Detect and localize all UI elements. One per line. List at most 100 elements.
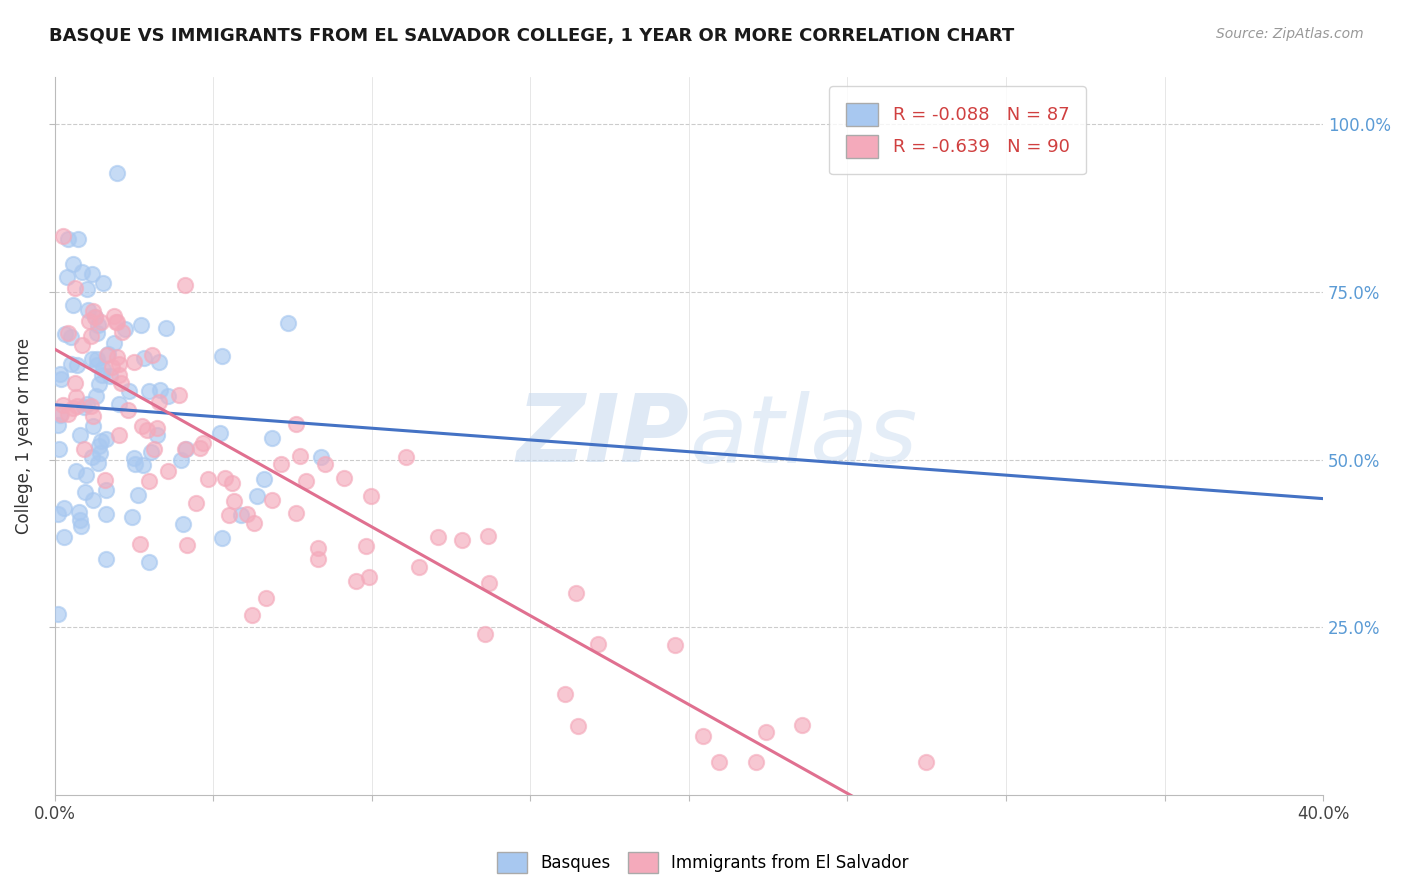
Text: Source: ZipAtlas.com: Source: ZipAtlas.com bbox=[1216, 27, 1364, 41]
Point bbox=[354, 540, 377, 554]
Point bbox=[260, 431, 283, 445]
Point bbox=[96, 552, 118, 566]
Point bbox=[141, 445, 163, 459]
Point bbox=[149, 384, 172, 398]
Point bbox=[243, 516, 266, 531]
Point bbox=[69, 518, 91, 533]
Point bbox=[48, 442, 70, 457]
Point bbox=[73, 400, 96, 414]
Text: atlas: atlas bbox=[689, 391, 917, 482]
Point bbox=[132, 458, 155, 472]
Text: BASQUE VS IMMIGRANTS FROM EL SALVADOR COLLEGE, 1 YEAR OR MORE CORRELATION CHART: BASQUE VS IMMIGRANTS FROM EL SALVADOR CO… bbox=[49, 27, 1015, 45]
Point bbox=[586, 637, 609, 651]
Point bbox=[172, 517, 194, 532]
Point bbox=[118, 384, 141, 399]
Point bbox=[110, 376, 132, 390]
Point bbox=[90, 315, 112, 329]
Point bbox=[451, 533, 474, 547]
Point bbox=[208, 425, 231, 440]
Point bbox=[62, 257, 84, 271]
Point bbox=[138, 555, 160, 569]
Point bbox=[108, 428, 131, 442]
Point bbox=[76, 282, 98, 296]
Point bbox=[197, 471, 219, 485]
Point bbox=[174, 442, 197, 456]
Point bbox=[105, 315, 128, 329]
Point bbox=[49, 368, 72, 382]
Point bbox=[395, 450, 418, 464]
Point bbox=[82, 419, 104, 434]
Point bbox=[79, 314, 101, 328]
Point bbox=[70, 265, 93, 279]
Point bbox=[131, 418, 153, 433]
Point bbox=[344, 574, 367, 589]
Point bbox=[82, 409, 104, 423]
Point bbox=[56, 326, 79, 340]
Point bbox=[72, 338, 94, 352]
Point bbox=[69, 512, 91, 526]
Point bbox=[96, 348, 118, 362]
Point bbox=[146, 420, 169, 434]
Point bbox=[121, 509, 143, 524]
Point bbox=[52, 398, 75, 412]
Point bbox=[357, 570, 380, 584]
Point bbox=[86, 318, 108, 332]
Point bbox=[145, 428, 167, 442]
Point bbox=[284, 506, 307, 520]
Point bbox=[174, 442, 197, 457]
Point bbox=[87, 376, 110, 391]
Point bbox=[60, 329, 83, 343]
Point bbox=[221, 476, 243, 491]
Point bbox=[427, 530, 450, 544]
Point bbox=[65, 280, 87, 294]
Point bbox=[127, 487, 149, 501]
Legend: Basques, Immigrants from El Salvador: Basques, Immigrants from El Salvador bbox=[491, 846, 915, 880]
Point bbox=[86, 326, 108, 340]
Point bbox=[69, 505, 91, 519]
Point bbox=[82, 304, 104, 318]
Text: ZIP: ZIP bbox=[516, 391, 689, 483]
Point bbox=[288, 449, 311, 463]
Point bbox=[124, 457, 146, 471]
Point bbox=[188, 442, 211, 456]
Point bbox=[307, 541, 329, 556]
Point bbox=[148, 395, 170, 409]
Point bbox=[211, 531, 233, 545]
Point bbox=[117, 402, 139, 417]
Point bbox=[83, 310, 105, 324]
Point bbox=[91, 276, 114, 290]
Point bbox=[58, 407, 80, 421]
Point bbox=[62, 298, 84, 312]
Point bbox=[80, 450, 103, 464]
Point bbox=[129, 318, 152, 332]
Point bbox=[63, 376, 86, 390]
Point bbox=[89, 439, 111, 453]
Point bbox=[103, 336, 125, 351]
Point bbox=[755, 725, 778, 739]
Point bbox=[65, 390, 87, 404]
Point bbox=[360, 489, 382, 503]
Point bbox=[49, 407, 72, 421]
Point bbox=[307, 552, 329, 566]
Point bbox=[277, 316, 299, 330]
Point bbox=[66, 399, 89, 413]
Point bbox=[91, 361, 114, 376]
Point bbox=[46, 418, 69, 433]
Point bbox=[96, 432, 118, 446]
Point bbox=[82, 493, 104, 508]
Point bbox=[567, 719, 589, 733]
Point bbox=[134, 351, 156, 366]
Point bbox=[474, 626, 496, 640]
Point bbox=[170, 453, 193, 467]
Point bbox=[59, 357, 82, 371]
Point bbox=[83, 310, 105, 324]
Point bbox=[333, 470, 356, 484]
Point bbox=[692, 729, 714, 743]
Point bbox=[46, 607, 69, 621]
Point bbox=[295, 475, 318, 489]
Point bbox=[107, 357, 129, 371]
Point bbox=[105, 350, 128, 364]
Point bbox=[53, 326, 76, 341]
Point bbox=[75, 467, 97, 482]
Point bbox=[270, 457, 292, 471]
